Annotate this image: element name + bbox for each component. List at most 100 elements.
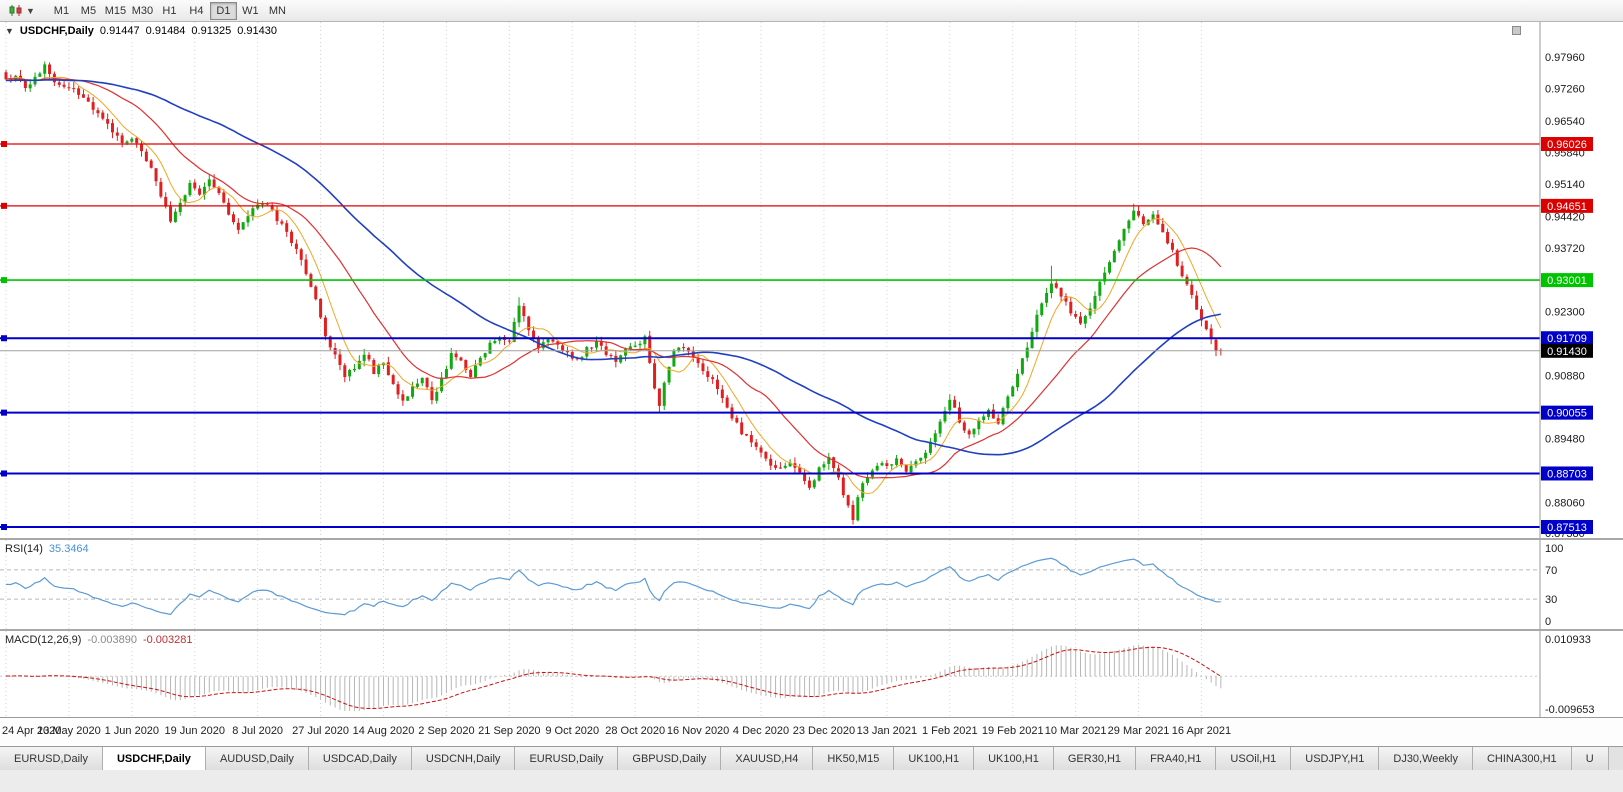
panel-splitter[interactable]	[0, 629, 1623, 631]
top-toolbar: ▼ M1 M5 M15 M30 H1 H4 D1 W1 MN	[0, 0, 1623, 22]
timeframe-button-h1[interactable]: H1	[162, 4, 177, 17]
date-label: 27 Jul 2020	[292, 725, 350, 737]
price-axis-label: 0.88060	[1545, 497, 1585, 509]
symbol-tab-usdjpy-h1[interactable]: USDJPY,H1	[1291, 747, 1380, 770]
date-label: 9 Oct 2020	[545, 725, 600, 737]
date-label: 2 Sep 2020	[418, 725, 475, 737]
symbol-tab-eurusd-daily[interactable]: EURUSD,Daily	[515, 747, 619, 770]
date-label: 1 Jun 2020	[104, 725, 160, 737]
ma-fast-line	[6, 76, 1222, 495]
line-anchor-marker	[1, 524, 7, 531]
price-badge-0.91709	[1541, 331, 1593, 346]
svg-text:0.88703: 0.88703	[1547, 468, 1587, 480]
chart-symbol-period: USDCHF,Daily	[19, 25, 94, 37]
svg-text:0.93001: 0.93001	[1547, 275, 1587, 287]
quick-trade-arrow-icon: ▼	[5, 26, 14, 36]
panel-splitter[interactable]	[0, 538, 1623, 540]
symbol-tab-eurusd-daily[interactable]: EURUSD,Daily	[0, 747, 103, 770]
symbol-tab-dj30-weekly[interactable]: DJ30,Weekly	[1379, 747, 1473, 770]
ma-mid-line	[5, 77, 1222, 479]
symbol-tab-usdchf-daily[interactable]: USDCHF,Daily	[102, 747, 206, 770]
svg-text:0.96026: 0.96026	[1547, 139, 1587, 151]
symbol-tab-uk100-h1[interactable]: UK100,H1	[894, 747, 975, 770]
rsi-line	[5, 557, 1221, 616]
symbol-tab-xauusd-h4[interactable]: XAUUSD,H4	[721, 747, 814, 770]
date-label: 21 Sep 2020	[478, 725, 541, 737]
macd-histogram	[5, 645, 1222, 711]
symbol-tab-uk100-h1[interactable]: UK100,H1	[974, 747, 1054, 770]
line-anchor-marker	[1, 277, 7, 284]
date-label: 1 Feb 2021	[921, 725, 978, 737]
price-badge-0.96026	[1541, 137, 1593, 152]
symbol-tab-hk50-m15[interactable]: HK50,M15	[813, 747, 895, 770]
line-anchor-marker	[1, 470, 7, 477]
date-label: 24 Apr 2020	[2, 725, 62, 737]
symbol-tab-usdcnh-daily[interactable]: USDCNH,Daily	[411, 747, 516, 770]
timeframe-button-h4[interactable]: H4	[189, 4, 204, 17]
svg-text:0.94651: 0.94651	[1547, 201, 1587, 213]
price-axis-label: 0.95140	[1545, 179, 1585, 191]
timeframe-button-d1[interactable]: D1	[209, 1, 237, 20]
timeframe-button-m15[interactable]: M15	[104, 4, 127, 17]
chart-shift-marker[interactable]	[1512, 26, 1521, 35]
price-badge-0.90055	[1541, 405, 1593, 420]
timeframe-button-m1[interactable]: M1	[53, 4, 70, 17]
svg-text:0.91709: 0.91709	[1547, 333, 1587, 345]
line-anchor-marker	[1, 409, 7, 416]
chart-title: ▼ USDCHF,Daily 0.91447 0.91484 0.91325 0…	[5, 25, 277, 37]
price-badge-0.94651	[1541, 198, 1593, 213]
chart-type-dropdown[interactable]: ▼	[4, 3, 39, 18]
timeframe-button-m5[interactable]: M5	[80, 4, 97, 17]
rsi-indicator-panel[interactable]: 100 70 30 0	[0, 540, 1623, 629]
symbol-tab-audusd-daily[interactable]: AUDUSD,Daily	[205, 747, 309, 770]
date-label: 14 Aug 2020	[352, 725, 415, 737]
chart-window[interactable]: 0.97960 0.97260 0.96540 0.95840 0.95140 0.944…	[0, 22, 1623, 746]
symbol-tab-usoil-h1[interactable]: USOil,H1	[1216, 747, 1292, 770]
date-label: 28 Oct 2020	[605, 725, 666, 737]
rsi-title: RSI(14)	[5, 543, 43, 555]
price-axis-label: 0.90880	[1545, 371, 1585, 383]
symbol-tab-fra40-h1[interactable]: FRA40,H1	[1136, 747, 1217, 770]
rsi-axis-label: 0	[1545, 616, 1551, 628]
main-price-chart[interactable]: 0.979600.972600.965400.958400.951400.944…	[0, 22, 1623, 538]
price-axis-label: 0.89480	[1545, 434, 1585, 446]
symbol-tab-china300-h1[interactable]: CHINA300,H1	[1472, 747, 1572, 770]
date-label: 16 Nov 2020	[666, 725, 730, 737]
ohlc-low: 0.91325	[191, 25, 232, 37]
price-axis-label: 0.97960	[1545, 52, 1585, 64]
rsi-axis-label: 100	[1545, 543, 1563, 555]
price-axis-label: 0.94420	[1545, 211, 1585, 223]
timeframe-button-mn[interactable]: MN	[268, 4, 286, 17]
line-anchor-marker	[1, 141, 7, 148]
symbol-tab-gbpusd-daily[interactable]: GBPUSD,Daily	[618, 747, 722, 770]
price-axis-label: 0.96540	[1545, 116, 1585, 128]
line-anchor-marker	[1, 335, 7, 342]
timeframe-button-w1[interactable]: W1	[242, 4, 259, 17]
svg-text:0.87513: 0.87513	[1547, 522, 1587, 534]
ohlc-open: 0.91447	[99, 25, 140, 37]
timeframe-button-m30[interactable]: M30	[131, 4, 154, 17]
price-badge-0.88703	[1541, 466, 1593, 481]
date-label: 13 Jan 2021	[856, 725, 918, 737]
macd-indicator-panel[interactable]: 0.010933 -0.009653	[0, 631, 1623, 717]
line-anchor-marker	[1, 202, 7, 209]
timeframe-buttons: M1 M5 M15 M30 H1 H4 D1 W1 MN	[48, 1, 291, 20]
macd-axis-min: -0.009653	[1545, 704, 1595, 716]
svg-text:0.90055: 0.90055	[1547, 408, 1587, 420]
macd-main-value: -0.003890	[87, 634, 137, 646]
symbol-tab-u[interactable]: U	[1571, 747, 1609, 770]
price-axis-label: 0.92300	[1545, 307, 1585, 319]
date-label: 19 Jun 2020	[164, 725, 226, 737]
date-label: 16 Apr 2021	[1171, 725, 1232, 737]
macd-signal-value: -0.003281	[142, 634, 193, 646]
date-axis[interactable]: 24 Apr 2020 13 May 2020 1 Jun 2020 19 Jun 2…	[0, 717, 1623, 746]
date-label: 23 Dec 2020	[792, 725, 856, 737]
price-axis-label: 0.93720	[1545, 243, 1585, 255]
candlestick-chart-icon	[9, 5, 22, 16]
symbol-tab-ger30-h1[interactable]: GER30,H1	[1053, 747, 1137, 770]
symbol-tab-usdcad-daily[interactable]: USDCAD,Daily	[308, 747, 412, 770]
date-label: 13 May 2020	[37, 725, 101, 737]
rsi-axis-label: 30	[1545, 594, 1557, 606]
dropdown-arrow-icon: ▼	[26, 5, 35, 16]
